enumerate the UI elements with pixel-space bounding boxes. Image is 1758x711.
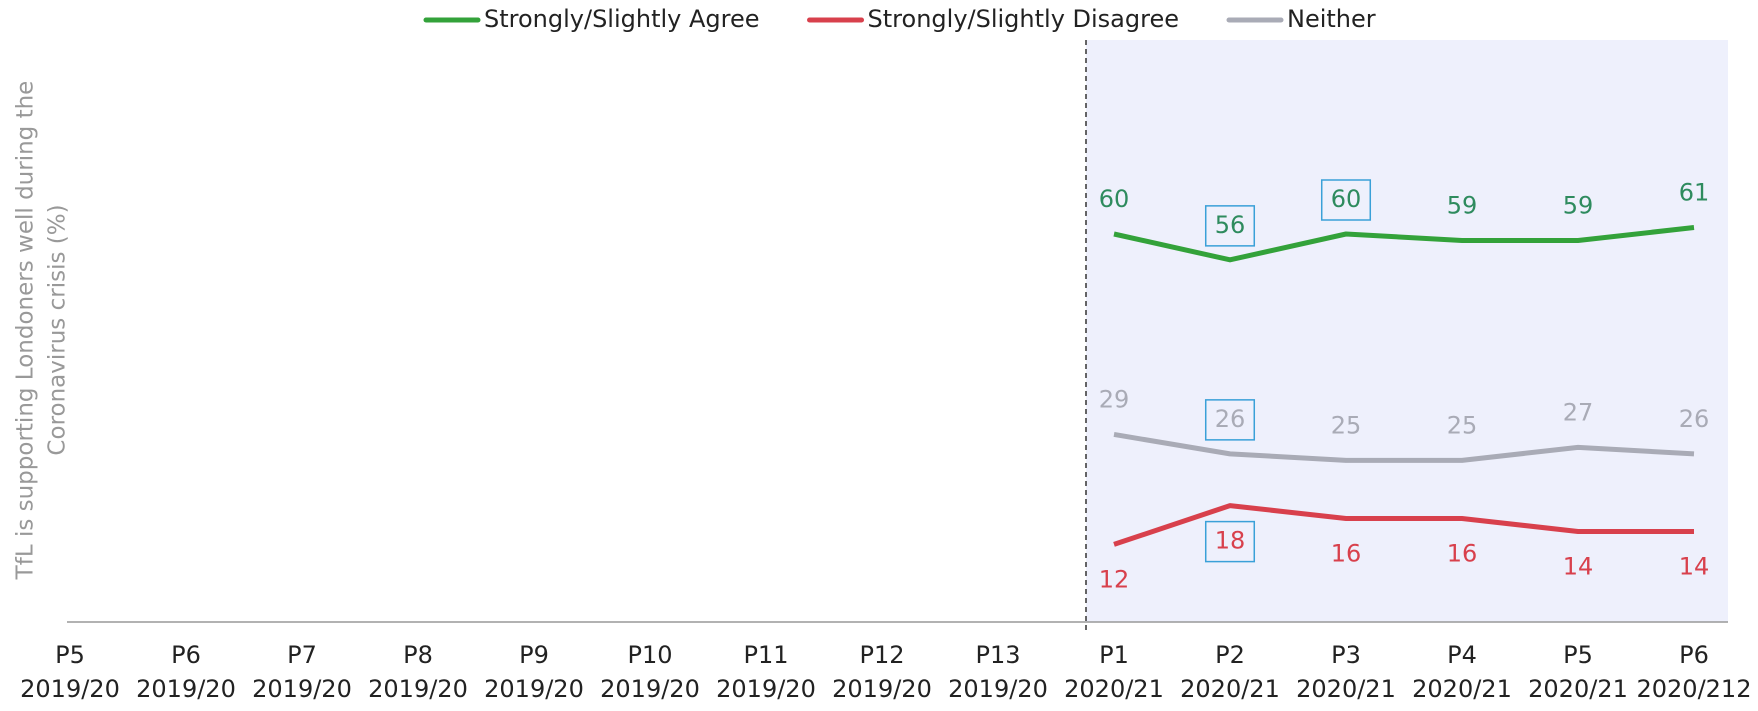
data-label: 59 (1563, 191, 1594, 219)
x-tick-label: P6 (171, 641, 201, 669)
label-box (1204, 520, 1256, 563)
label-box (1204, 205, 1256, 247)
x-tick-label: 2019/20 (484, 675, 584, 703)
legend-label: Strongly/Slightly Disagree (868, 5, 1179, 33)
y-axis-label: TfL is supporting Londoners well during … (13, 81, 71, 581)
label-box (1204, 399, 1256, 441)
x-tick-label: P13 (975, 641, 1020, 669)
data-label: 16 (1331, 540, 1362, 568)
data-label: 60 (1099, 185, 1130, 213)
x-tick-label: 2019/20 (136, 675, 236, 703)
data-label: 14 (1563, 552, 1594, 580)
x-tick-label: 2019/20 (832, 675, 932, 703)
x-tick-label: 2020/21 (1064, 675, 1164, 703)
legend-label: Neither (1287, 5, 1376, 33)
data-label: 60 (1331, 185, 1362, 213)
x-tick-label: 2019/20 (368, 675, 468, 703)
data-label: 56 (1215, 211, 1246, 239)
x-tick-label: P2 (1215, 641, 1245, 669)
x-tick-label: 2019/20 (20, 675, 120, 703)
x-tick-label: P7 (287, 641, 317, 669)
x-tick-label: P3 (1331, 641, 1361, 669)
x-tick-label: 2020/21 (1528, 675, 1628, 703)
data-label: 14 (1679, 552, 1710, 580)
legend-label: Strongly/Slightly Agree (484, 5, 760, 33)
x-tick-label: P4 (1447, 641, 1477, 669)
x-tick-label: 2020/21 (1180, 675, 1280, 703)
data-label: 27 (1563, 398, 1594, 426)
x-tick-label: 2019/20 (716, 675, 816, 703)
x-tick-label: 2020/21 (1296, 675, 1396, 703)
x-tick-label: P6 (1679, 641, 1709, 669)
label-box (1320, 179, 1372, 221)
y-label-line: Coronavirus crisis (%) (45, 204, 71, 455)
data-label: 25 (1331, 411, 1362, 439)
series-line (1113, 503, 1694, 547)
x-tick-label: P8 (403, 641, 433, 669)
data-label: 29 (1099, 385, 1130, 413)
x-tick-label: P1 (1099, 641, 1129, 669)
highlight-region (1086, 40, 1728, 622)
x-tick-label: P5 (1563, 641, 1593, 669)
data-label: 59 (1447, 191, 1478, 219)
data-label: 18 (1215, 527, 1246, 555)
series-line (1113, 432, 1695, 463)
x-tick-label: P9 (519, 641, 549, 669)
x-tick-label: P10 (627, 641, 672, 669)
x-tick-label: 2020/212 (1637, 675, 1752, 703)
x-tick-label: P5 (55, 641, 85, 669)
series-line (1113, 225, 1695, 263)
data-label: 26 (1215, 405, 1246, 433)
x-tick-label: 2019/20 (948, 675, 1048, 703)
x-tick-label: P11 (743, 641, 788, 669)
x-tick-label: 2020/21 (1412, 675, 1512, 703)
x-tick-label: 2019/20 (600, 675, 700, 703)
data-label: 61 (1679, 179, 1710, 207)
y-label-line: TfL is supporting Londoners well during … (13, 81, 39, 581)
data-label: 25 (1447, 411, 1478, 439)
data-label: 16 (1447, 540, 1478, 568)
data-label: 12 (1099, 565, 1130, 593)
data-label: 26 (1679, 405, 1710, 433)
x-tick-label: P12 (859, 641, 904, 669)
x-tick-label: 2019/20 (252, 675, 352, 703)
